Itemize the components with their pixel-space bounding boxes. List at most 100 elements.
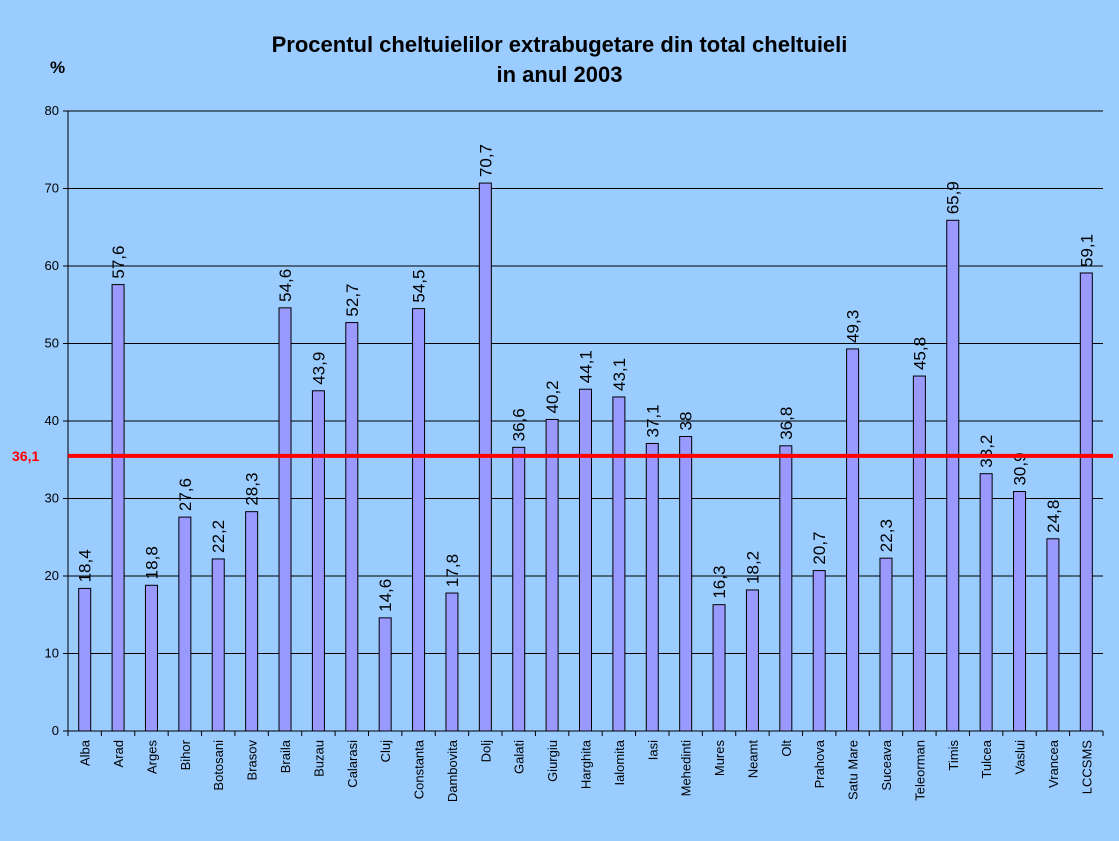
data-label: 18,8 <box>142 546 161 579</box>
y-tick-label: 10 <box>45 646 59 661</box>
category-label: Vaslui <box>1013 740 1028 775</box>
bar <box>879 557 893 732</box>
data-label: 44,1 <box>577 350 596 383</box>
data-label: 43,9 <box>309 352 328 385</box>
category-label: Constanta <box>412 739 427 799</box>
bar <box>178 516 192 732</box>
data-label: 16,3 <box>710 566 729 599</box>
data-label: 52,7 <box>343 283 362 316</box>
category-label: Braila <box>278 739 293 773</box>
bar <box>946 219 960 732</box>
bar <box>144 584 158 732</box>
data-label: 18,2 <box>743 551 762 584</box>
data-label: 30,9 <box>1011 452 1030 485</box>
bar <box>245 511 259 732</box>
category-label: Calarasi <box>345 740 360 788</box>
data-label: 36,8 <box>777 407 796 440</box>
data-label: 20,7 <box>810 531 829 564</box>
category-label: Brasov <box>245 740 260 781</box>
chart-title-line-2: in anul 2003 <box>496 62 623 87</box>
bar <box>712 604 726 732</box>
bar <box>111 284 125 732</box>
data-label: 37,1 <box>643 404 662 437</box>
category-label: Mehedinti <box>679 740 694 796</box>
bar <box>278 307 292 732</box>
bar <box>579 388 592 732</box>
data-label: 17,8 <box>443 554 462 587</box>
data-label: 22,3 <box>877 519 896 552</box>
category-label: Iasi <box>645 740 660 760</box>
category-label: LCCSMS <box>1079 740 1094 795</box>
y-tick-label: 40 <box>45 413 59 428</box>
bar <box>745 589 759 732</box>
data-label: 43,1 <box>610 358 629 391</box>
category-label: Mures <box>712 740 727 777</box>
data-label: 38 <box>677 412 696 431</box>
bar <box>1079 272 1093 732</box>
data-label: 18,4 <box>76 549 95 582</box>
bar <box>679 436 693 732</box>
category-label: Tulcea <box>979 739 994 778</box>
category-label: Prahova <box>812 739 827 788</box>
category-label: Satu Mare <box>846 740 861 800</box>
data-label: 59,1 <box>1077 234 1096 267</box>
category-label: Arges <box>144 740 159 774</box>
category-label: Bihor <box>178 739 193 770</box>
y-tick-label: 0 <box>52 723 59 738</box>
bar <box>378 617 392 732</box>
category-label: Harghita <box>579 739 594 789</box>
category-label: Timis <box>946 740 961 771</box>
data-label: 28,3 <box>243 473 262 506</box>
category-label: Arad <box>111 740 126 767</box>
data-label: 54,5 <box>410 270 429 303</box>
bar <box>545 418 559 732</box>
category-label: Buzau <box>311 740 326 777</box>
data-label: 49,3 <box>844 310 863 343</box>
bar <box>412 308 426 732</box>
y-tick-label: 80 <box>45 103 59 118</box>
bar <box>779 445 793 732</box>
y-tick-label: 70 <box>45 181 59 196</box>
bar <box>612 396 626 732</box>
category-label: Teleorman <box>912 740 927 801</box>
data-label: 40,2 <box>543 380 562 413</box>
bar <box>1046 538 1060 732</box>
data-label: 27,6 <box>176 478 195 511</box>
data-label: 24,8 <box>1044 500 1063 533</box>
category-label: Ialomita <box>612 739 627 785</box>
data-label: 36,6 <box>510 408 529 441</box>
y-tick-label: 60 <box>45 258 59 273</box>
bar <box>512 446 526 732</box>
category-label: Dambovita <box>445 739 460 802</box>
category-label: Giurgiu <box>545 740 560 782</box>
bar <box>812 570 826 732</box>
bar <box>445 592 459 732</box>
category-label: Dolj <box>478 740 493 763</box>
data-label: 33,2 <box>977 435 996 468</box>
category-label: Galati <box>512 740 527 774</box>
bar <box>979 473 993 732</box>
bar <box>311 390 325 732</box>
data-label: 70,7 <box>476 144 495 177</box>
data-label: 54,6 <box>276 269 295 302</box>
bar <box>912 375 926 732</box>
bar <box>345 322 359 732</box>
y-axis-unit-label: % <box>50 58 66 77</box>
data-label: 22,2 <box>209 520 228 553</box>
category-label: Suceava <box>879 739 894 790</box>
data-label: 45,8 <box>910 337 929 370</box>
bar <box>645 442 659 732</box>
data-label: 65,9 <box>944 181 963 214</box>
y-tick-label: 30 <box>45 491 59 506</box>
data-label: 14,6 <box>376 579 395 612</box>
average-line-label: 36,1 <box>12 448 39 464</box>
category-label: Vrancea <box>1046 739 1061 788</box>
chart-title: Procentul cheltuielilor extrabugetare di… <box>0 30 1119 90</box>
data-label: 57,6 <box>109 246 128 279</box>
category-label: Olt <box>779 740 794 757</box>
y-tick-label: 20 <box>45 568 59 583</box>
category-label: Cluj <box>378 740 393 763</box>
bar <box>211 558 225 732</box>
bar <box>1013 491 1027 732</box>
